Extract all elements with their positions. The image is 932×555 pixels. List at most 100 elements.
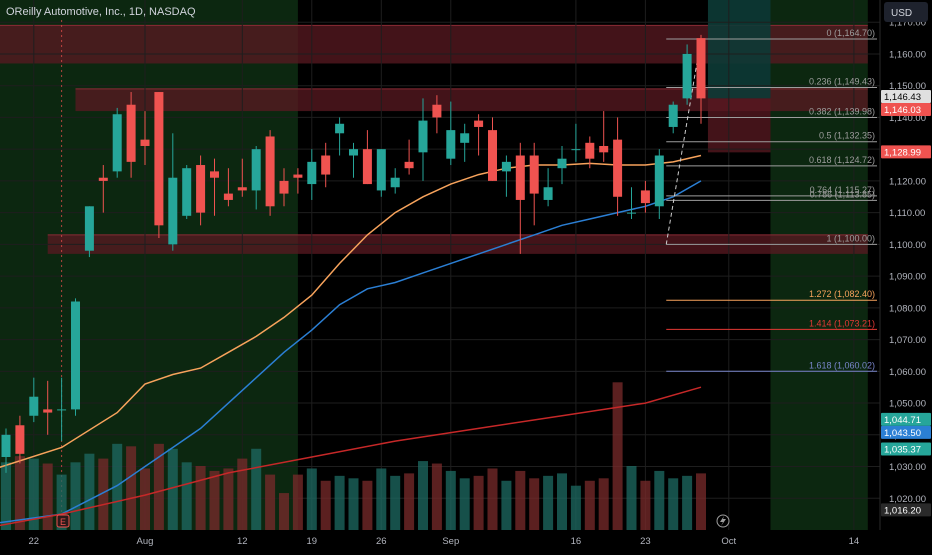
earnings-marker[interactable]: E: [56, 514, 70, 528]
volume-bar: [348, 478, 359, 530]
candle[interactable]: [640, 180, 650, 213]
candle[interactable]: [696, 34, 706, 124]
candle[interactable]: [154, 92, 164, 239]
candle[interactable]: [265, 130, 275, 216]
candle[interactable]: [543, 168, 553, 207]
candle-body: [71, 301, 80, 410]
candle-body: [98, 177, 108, 181]
candle-body: [223, 193, 233, 200]
candle[interactable]: [501, 155, 511, 197]
time-tick-label: Oct: [721, 536, 736, 547]
candle[interactable]: [418, 98, 428, 181]
candle[interactable]: [43, 380, 53, 435]
candle[interactable]: [571, 123, 581, 162]
candle[interactable]: [515, 142, 525, 254]
volume-bar: [612, 382, 623, 530]
candle[interactable]: [71, 298, 80, 416]
candle[interactable]: [29, 377, 39, 423]
candle[interactable]: [140, 111, 150, 166]
moving-average-layer: [0, 154, 702, 527]
candle[interactable]: [168, 133, 178, 251]
candle[interactable]: [57, 377, 67, 442]
candle[interactable]: [279, 168, 289, 207]
candle[interactable]: [126, 92, 136, 178]
candle[interactable]: [432, 95, 442, 134]
fib-label: 1.272 (1,082.40): [809, 289, 875, 299]
volume-bar: [515, 470, 526, 530]
candle[interactable]: [446, 101, 456, 166]
volume-bar: [237, 458, 248, 530]
candle[interactable]: [460, 123, 470, 162]
candle[interactable]: [488, 117, 497, 181]
candle[interactable]: [599, 111, 609, 162]
candle[interactable]: [210, 158, 219, 216]
volume-bar: [668, 478, 679, 530]
volume-bar: [626, 466, 637, 530]
candle[interactable]: [112, 107, 122, 178]
currency-button[interactable]: [884, 2, 928, 22]
candle[interactable]: [321, 142, 331, 188]
candle[interactable]: [1, 428, 11, 473]
candle-body: [557, 158, 567, 169]
volume-bar: [70, 462, 81, 530]
price-label-text: 1,146.43: [884, 92, 921, 103]
candle[interactable]: [474, 114, 484, 156]
candle[interactable]: [654, 149, 664, 219]
candle-body: [335, 123, 345, 134]
candle-body: [432, 104, 442, 118]
candle[interactable]: [251, 145, 261, 210]
price-label-bg: [881, 503, 931, 517]
candle[interactable]: [196, 155, 206, 226]
candle[interactable]: [613, 117, 623, 216]
price-tick-label: 1,160.00: [889, 49, 926, 60]
price-tick-label: 1,110.00: [889, 208, 925, 219]
ma-line-ma-slow: [0, 386, 702, 527]
candle[interactable]: [237, 158, 247, 197]
candle-body: [196, 165, 206, 213]
volume-bar: [56, 474, 67, 530]
candle[interactable]: [84, 206, 94, 258]
volume-bar: [598, 478, 609, 530]
candle[interactable]: [335, 117, 345, 156]
candle[interactable]: [390, 168, 400, 194]
candle-body: [362, 149, 372, 185]
fib-label: 0.382 (1,139.98): [809, 106, 875, 116]
candle[interactable]: [627, 187, 636, 219]
dividend-lightning-icon[interactable]: [716, 514, 730, 528]
candle-body: [446, 130, 456, 159]
candle[interactable]: [529, 142, 539, 226]
candle[interactable]: [98, 165, 108, 213]
candle[interactable]: [404, 139, 414, 175]
candle-body: [682, 53, 692, 99]
price-tick-label: 1,030.00: [889, 462, 926, 473]
price-label-bg: [881, 425, 931, 439]
candle[interactable]: [15, 415, 25, 464]
candle-body: [321, 155, 331, 175]
volume-bar: [265, 474, 276, 530]
fib-label: 0.618 (1,124.72): [809, 155, 875, 165]
candle[interactable]: [223, 168, 233, 207]
price-label-tag: 1,043.50: [881, 425, 931, 439]
candle-body: [182, 168, 192, 216]
fib-label: 0.5 (1,132.35): [819, 131, 875, 141]
volume-bar: [501, 480, 512, 530]
candle[interactable]: [376, 149, 386, 197]
price-tick-label: 1,050.00: [889, 399, 926, 410]
candle[interactable]: [182, 165, 192, 219]
candle[interactable]: [557, 145, 567, 185]
volume-bar: [473, 475, 484, 530]
candle[interactable]: [362, 130, 372, 185]
candle[interactable]: [349, 142, 358, 178]
volume-bar: [696, 473, 706, 530]
volume-bar: [167, 448, 178, 530]
candle-body: [154, 92, 164, 226]
candle-body: [599, 145, 609, 153]
volume-bar: [584, 480, 595, 530]
candle[interactable]: [293, 168, 303, 194]
candle[interactable]: [585, 136, 595, 169]
candle[interactable]: [307, 149, 317, 200]
price-label-tag: 1,146.03: [881, 103, 931, 117]
candle[interactable]: [682, 44, 692, 105]
candle[interactable]: [668, 101, 678, 134]
